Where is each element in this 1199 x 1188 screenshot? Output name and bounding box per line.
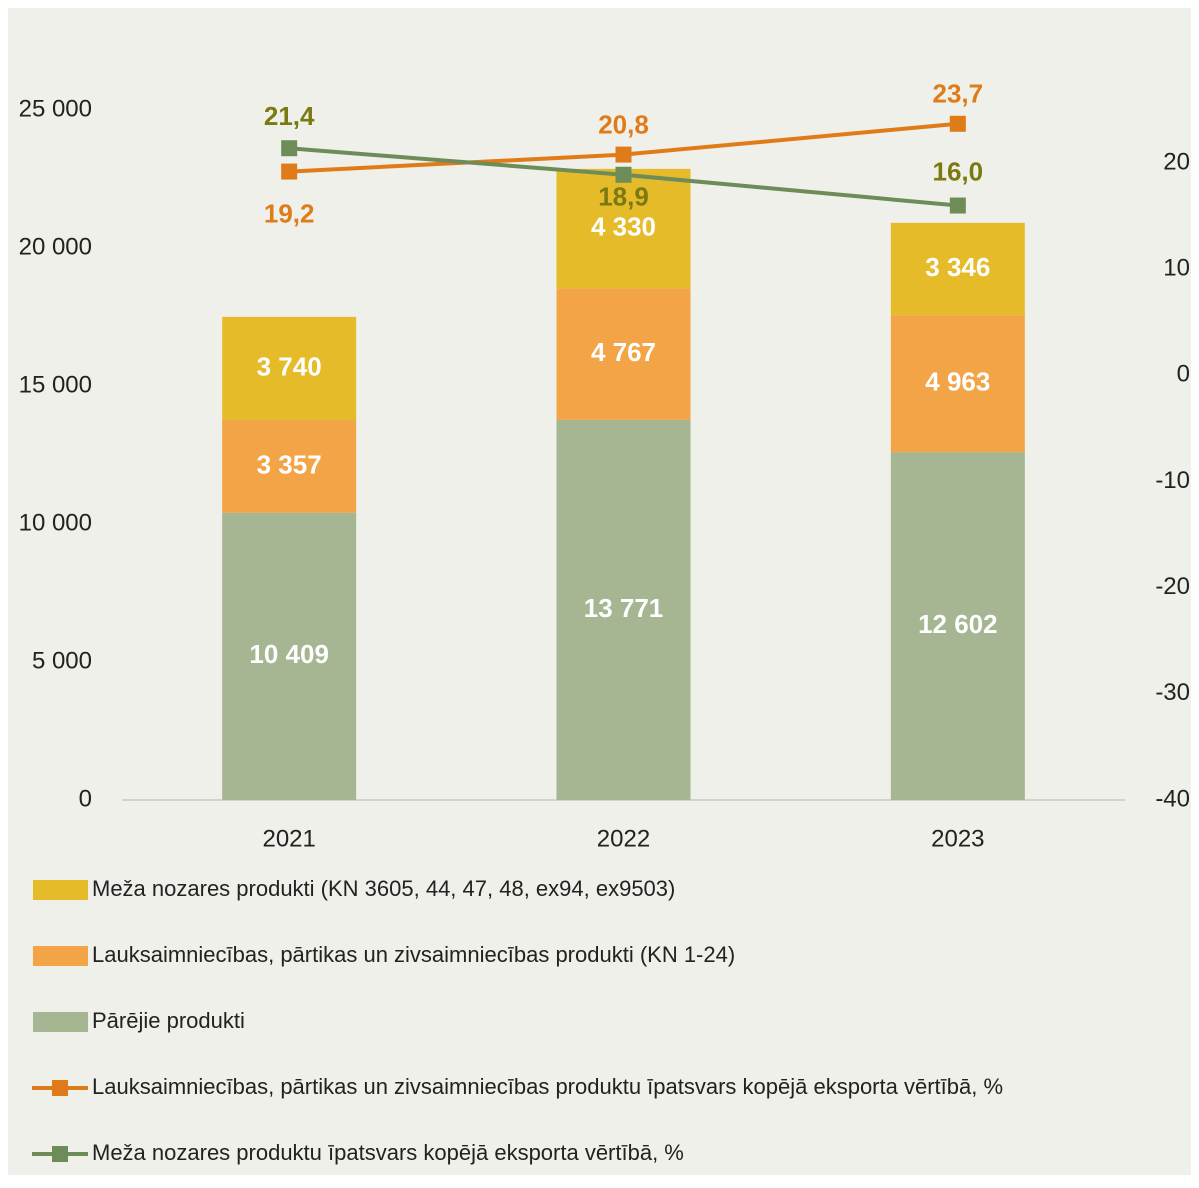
y-tick-label: 15 000 [19,371,92,398]
y2-tick-label: -30 [1155,679,1190,706]
bar [222,512,357,800]
bar [222,316,357,421]
data-label: 3 740 [257,351,322,381]
legend-marker [52,1080,68,1096]
legend-swatch [33,1012,88,1032]
legend-label: Pārējie produkti [92,1008,245,1033]
bar [556,288,691,420]
y2-tick-label: -20 [1155,573,1190,600]
bar [890,452,1025,800]
legend-label: Meža nozares produktu īpatsvars kopējā e… [92,1140,684,1165]
y2-tick-label: 20 [1163,148,1190,175]
line-marker [615,166,632,183]
legend-swatch [33,880,88,900]
data-label: 20,8 [598,109,649,139]
data-label: 4 963 [925,367,990,397]
x-tick-label: 2023 [931,825,984,852]
legend-label: Lauksaimniecības, pārtikas un zivsaimnie… [92,1074,1003,1099]
y2-tick-label: -40 [1155,785,1190,812]
data-label: 3 346 [925,252,990,282]
bar [222,420,357,513]
y-tick-label: 25 000 [19,95,92,122]
data-label: 10 409 [249,639,329,669]
x-tick-label: 2022 [597,825,650,852]
legend-marker [52,1146,68,1162]
line-marker [615,146,632,163]
data-label: 16,0 [933,156,984,186]
data-label: 13 771 [584,593,664,623]
bar [556,419,691,800]
data-label: 4 330 [591,211,656,241]
data-label: 18,9 [598,182,649,212]
data-label: 3 357 [257,449,322,479]
line-marker [949,197,966,214]
y2-tick-label: -10 [1155,467,1190,494]
data-label: 4 767 [591,337,656,367]
y2-tick-label: 0 [1177,361,1190,388]
line-marker [281,163,298,180]
data-label: 12 602 [918,609,998,639]
y2-tick-label: 10 [1163,255,1190,282]
y-tick-label: 0 [79,785,92,812]
legend-label: Lauksaimniecības, pārtikas un zivsaimnie… [92,942,735,967]
bar [890,315,1025,453]
legend-label: Meža nozares produkti (KN 3605, 44, 47, … [92,876,675,901]
x-tick-label: 2021 [262,825,315,852]
y-tick-label: 5 000 [32,647,92,674]
y-tick-label: 10 000 [19,509,92,536]
legend-swatch [33,946,88,966]
y-tick-label: 20 000 [19,233,92,260]
data-label: 21,4 [264,101,315,131]
data-label: 23,7 [933,79,984,109]
data-label: 19,2 [264,198,315,228]
bar [890,222,1025,316]
bar [556,168,691,289]
line-marker [949,115,966,132]
line-marker [281,140,298,157]
